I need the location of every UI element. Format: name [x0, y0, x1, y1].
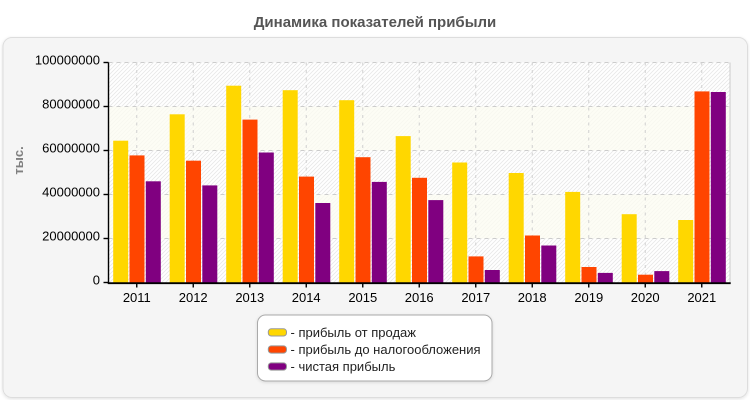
svg-text:2012: 2012 — [179, 290, 208, 305]
svg-text:40000000: 40000000 — [42, 185, 100, 200]
svg-text:2014: 2014 — [292, 290, 321, 305]
svg-text:60000000: 60000000 — [42, 141, 100, 156]
svg-text:Динамика показателей прибыли: Динамика показателей прибыли — [254, 14, 497, 31]
svg-text:2019: 2019 — [574, 290, 603, 305]
svg-text:- чистая прибыль: - чистая прибыль — [291, 359, 396, 374]
svg-text:20000000: 20000000 — [42, 229, 100, 244]
svg-text:2011: 2011 — [123, 290, 151, 305]
svg-text:80000000: 80000000 — [42, 97, 100, 112]
svg-text:2013: 2013 — [235, 290, 264, 305]
svg-text:- прибыль от продаж: - прибыль от продаж — [291, 325, 417, 340]
svg-text:- прибыль до налогообложения: - прибыль до налогообложения — [291, 342, 481, 357]
svg-text:0: 0 — [93, 273, 100, 288]
svg-text:2016: 2016 — [405, 290, 434, 305]
svg-text:2017: 2017 — [461, 290, 490, 305]
svg-text:2018: 2018 — [518, 290, 547, 305]
svg-text:2015: 2015 — [348, 290, 377, 305]
svg-text:2021: 2021 — [687, 290, 716, 305]
svg-text:2020: 2020 — [631, 290, 660, 305]
svg-text:100000000: 100000000 — [35, 53, 100, 68]
svg-text:тыс.: тыс. — [11, 146, 26, 174]
